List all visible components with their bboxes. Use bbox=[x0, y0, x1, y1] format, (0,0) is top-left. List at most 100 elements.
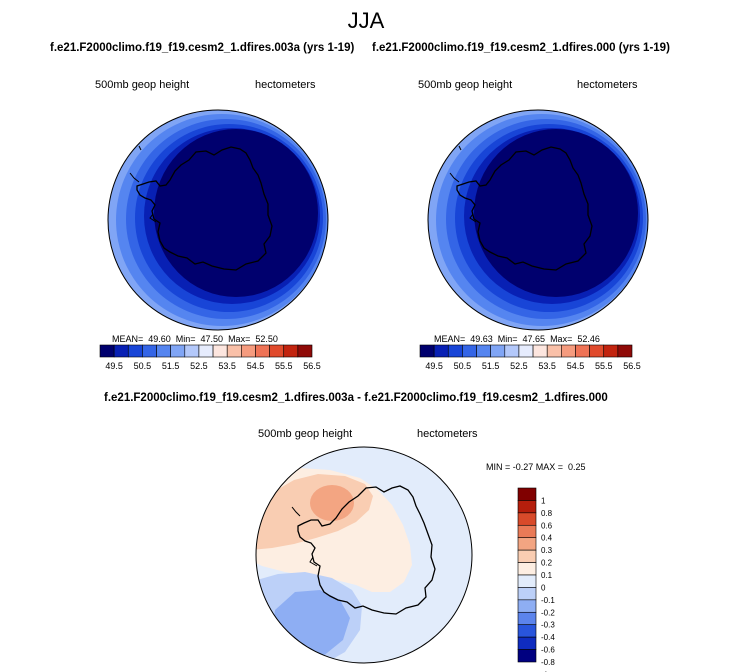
panel1-colorbar-swatch bbox=[297, 344, 313, 358]
panel1-map bbox=[107, 109, 329, 331]
diff-field-label: 500mb geop height bbox=[258, 428, 353, 440]
diff-colorbar-tick-label: -0.1 bbox=[541, 596, 555, 605]
panel1-colorbar-tick-label: 55.5 bbox=[275, 361, 293, 371]
panel1-colorbar-swatch bbox=[142, 344, 157, 358]
diff-colorbar-swatch bbox=[517, 512, 537, 526]
panel1-colorbar-tick-label: 53.5 bbox=[218, 361, 236, 371]
panel2-colorbar-swatch bbox=[546, 344, 562, 358]
panel1-colorbar-swatch bbox=[113, 344, 129, 358]
panel1-coastline bbox=[136, 146, 273, 271]
panel1-colorbar-swatch bbox=[269, 344, 285, 358]
diff-colorbar-swatch bbox=[517, 487, 537, 501]
diff-colorbar-swatch bbox=[517, 537, 537, 551]
panel1-colorbar-tick-label: 51.5 bbox=[162, 361, 180, 371]
panel1-colorbar-swatch bbox=[283, 344, 299, 358]
diff-colorbar-tick-label: 0.3 bbox=[541, 546, 553, 555]
diff-colorbar-tick-label: 0.8 bbox=[541, 509, 553, 518]
panel1-colorbar-swatch bbox=[127, 344, 143, 358]
panel2-colorbar-tick-label: 50.5 bbox=[454, 361, 472, 371]
diff-colorbar-tick-label: 0.2 bbox=[541, 559, 553, 568]
panel2-colorbar-tick-label: 52.5 bbox=[510, 361, 528, 371]
panel1-units-label: hectometers bbox=[255, 79, 316, 91]
panel2-colorbar-swatch bbox=[433, 344, 449, 358]
panel2-colorbar-swatch bbox=[462, 344, 477, 358]
panel2-colorbar-swatch bbox=[603, 344, 619, 358]
diff-panel-title: f.e21.F2000climo.f19_f19.cesm2_1.dfires.… bbox=[104, 392, 608, 404]
panel1-colorbar-swatch bbox=[99, 344, 115, 358]
diff-units-label: hectometers bbox=[417, 428, 478, 440]
panel2-colorbar-swatch bbox=[504, 344, 520, 358]
panel2-colorbar-swatch bbox=[476, 344, 491, 358]
panel2-units-label: hectometers bbox=[577, 79, 638, 91]
diff-colorbar-tick-label: -0.6 bbox=[541, 646, 555, 655]
panel2-colorbar-tick-label: 51.5 bbox=[482, 361, 500, 371]
diff-colorbar-swatch bbox=[517, 636, 537, 650]
panel2-colorbar-tick-label: 55.5 bbox=[595, 361, 613, 371]
figure-title: JJA bbox=[347, 8, 385, 33]
panel2-colorbar-swatch bbox=[561, 344, 576, 358]
panel2-title: f.e21.F2000climo.f19_f19.cesm2_1.dfires.… bbox=[372, 42, 670, 54]
panel2-coastline bbox=[456, 146, 593, 271]
panel1-colorbar: 49.5 50.5 51.5 52.5 53.5 54.5 55.5 56.5 bbox=[99, 344, 321, 371]
panel2-stats: MEAN= 49.63 Min= 47.65 Max= 52.46 bbox=[434, 334, 600, 344]
panel2-colorbar-swatch bbox=[575, 344, 590, 358]
diff-colorbar-swatch bbox=[517, 599, 537, 613]
panel1-colorbar-tick-label: 50.5 bbox=[134, 361, 152, 371]
diff-colorbar-tick-label: -0.3 bbox=[541, 621, 555, 630]
panel1-colorbar-swatch bbox=[212, 344, 228, 358]
diff-colorbar-swatch bbox=[517, 500, 537, 514]
panel2-colorbar-swatch bbox=[419, 344, 435, 358]
panel2-colorbar-tick-label: 54.5 bbox=[567, 361, 585, 371]
panel2-colorbar-tick-label: 49.5 bbox=[425, 361, 443, 371]
panel1-colorbar-swatch bbox=[226, 344, 242, 358]
diff-colorbar-tick-label: -0.2 bbox=[541, 608, 555, 617]
panel1-colorbar-swatch bbox=[184, 344, 200, 358]
panel2-contour-fill bbox=[428, 110, 648, 330]
panel1-colorbar-swatch bbox=[170, 344, 186, 358]
panel2-colorbar-swatch bbox=[518, 344, 534, 358]
panel2-colorbar-swatch bbox=[490, 344, 506, 358]
panel2-colorbar-tick-label: 53.5 bbox=[538, 361, 556, 371]
panel1-colorbar-swatch bbox=[198, 344, 214, 358]
diff-colorbar-tick-label: -1 bbox=[541, 670, 549, 672]
panel1-colorbar-tick-label: 52.5 bbox=[190, 361, 208, 371]
panel2-colorbar-swatch bbox=[617, 344, 633, 358]
diff-colorbar-swatch bbox=[517, 562, 537, 576]
diff-map bbox=[255, 446, 473, 664]
panel1-colorbar-tick-label: 54.5 bbox=[247, 361, 265, 371]
panel1-colorbar-tick-label: 56.5 bbox=[303, 361, 321, 371]
diff-contour-fill bbox=[256, 447, 472, 663]
diff-colorbar-tick-label: -0.8 bbox=[541, 658, 555, 667]
panel2-colorbar-swatch bbox=[589, 344, 605, 358]
diff-colorbar-tick-label: 0.6 bbox=[541, 521, 553, 530]
diff-colorbar-tick-label: 1 bbox=[541, 496, 546, 505]
panel1-contour-fill bbox=[108, 110, 328, 330]
panel1-title: f.e21.F2000climo.f19_f19.cesm2_1.dfires.… bbox=[50, 42, 355, 54]
panel2-colorbar: 49.5 50.5 51.5 52.5 53.5 54.5 55.5 56.5 bbox=[419, 344, 641, 371]
panel1-colorbar-tick-label: 49.5 bbox=[105, 361, 123, 371]
diff-colorbar-swatch bbox=[517, 549, 537, 563]
panel2-field-label: 500mb geop height bbox=[418, 79, 513, 91]
diff-coastline bbox=[297, 485, 436, 615]
diff-colorbar-tick-label: 0.1 bbox=[541, 571, 553, 580]
panel1-colorbar-swatch bbox=[156, 344, 171, 358]
panel2-map bbox=[427, 109, 649, 331]
diff-colorbar: 1 0.8 0.6 0.4 0.3 0.2 0.1 0 -0.1 -0.2 -0.3 -0.4 -0.6… bbox=[517, 487, 555, 672]
diff-colorbar-swatch bbox=[517, 624, 537, 638]
diff-colorbar-swatch bbox=[517, 587, 537, 601]
panel1-stats: MEAN= 49.60 Min= 47.50 Max= 52.50 bbox=[112, 334, 278, 344]
panel1-colorbar-swatch bbox=[241, 344, 256, 358]
panel2-colorbar-swatch bbox=[532, 344, 548, 358]
diff-colorbar-swatch bbox=[517, 574, 537, 588]
diff-colorbar-tick-label: 0.4 bbox=[541, 534, 553, 543]
panel2-colorbar-tick-label: 56.5 bbox=[623, 361, 641, 371]
diff-colorbar-swatch bbox=[517, 649, 537, 663]
diff-stats: MIN = -0.27 MAX = 0.25 bbox=[486, 462, 586, 472]
diff-colorbar-swatch bbox=[517, 524, 537, 539]
panel1-field-label: 500mb geop height bbox=[95, 79, 190, 91]
panel2-colorbar-swatch bbox=[447, 344, 463, 358]
panel1-colorbar-swatch bbox=[255, 344, 270, 358]
diff-colorbar-tick-label: 0 bbox=[541, 583, 546, 592]
diff-colorbar-tick-label: -0.4 bbox=[541, 633, 555, 642]
